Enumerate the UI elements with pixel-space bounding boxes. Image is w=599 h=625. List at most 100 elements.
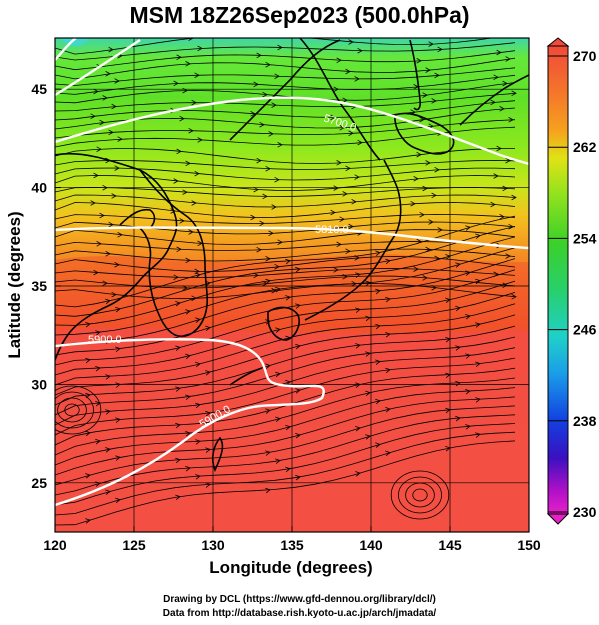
streamline-arrow — [342, 97, 348, 103]
streamline-arrow — [385, 258, 391, 265]
streamline-arrow — [277, 142, 283, 148]
colorbar: 270 262 254 246 238 230 — [546, 37, 597, 525]
streamline-arrow — [93, 172, 99, 179]
streamline — [55, 314, 516, 396]
streamline-eddy — [55, 391, 94, 429]
y-tick-label: 35 — [31, 278, 47, 294]
y-axis-label: Latitude (degrees) — [5, 211, 24, 358]
streamline-arrow — [499, 106, 505, 112]
streamline-arrow — [170, 208, 176, 214]
streamline-arrow — [465, 424, 471, 430]
streamline-arrow — [108, 221, 114, 228]
streamline — [55, 440, 516, 526]
streamline — [55, 202, 516, 218]
streamline-arrow — [336, 160, 342, 166]
contour-5900-a — [55, 338, 325, 507]
streamline-arrow — [365, 351, 371, 357]
streamline-eddy — [397, 476, 442, 514]
streamline-arrow — [345, 248, 351, 255]
streamline-arrow — [277, 44, 283, 51]
streamline-eddy — [412, 488, 428, 502]
streamline — [55, 50, 516, 71]
streamline-arrow — [105, 251, 111, 257]
streamline-arrow — [265, 363, 271, 369]
x-tick-label: 140 — [359, 537, 383, 553]
colorbar-label: 230 — [573, 504, 597, 520]
streamline-arrow — [365, 434, 371, 440]
streamline-arrow — [434, 166, 440, 173]
coast-ryukyu — [229, 367, 263, 386]
streamline-arrow — [265, 278, 271, 285]
streamline-arrow — [475, 322, 481, 328]
streamline-arrow — [354, 76, 360, 82]
streamline-arrow — [205, 410, 211, 417]
streamline-arrow — [188, 229, 194, 235]
streamline-arrow — [330, 114, 336, 121]
streamline — [55, 423, 516, 506]
streamline-arrow — [375, 288, 381, 295]
streamline-arrow — [336, 241, 342, 248]
streamline-arrow — [465, 225, 471, 231]
streamline — [55, 236, 516, 326]
streamline-arrow — [195, 317, 201, 323]
streamline-arrow — [105, 447, 111, 453]
streamline-eddy — [57, 397, 87, 423]
streamline-arrow — [425, 67, 431, 73]
streamline-arrow — [195, 402, 201, 409]
x-tick-label: 135 — [280, 537, 304, 553]
streamline-arrow — [295, 343, 301, 350]
streamline — [55, 42, 516, 61]
streamline-arrow — [205, 370, 211, 376]
streamline-arrow — [253, 81, 259, 88]
streamline-arrow — [410, 200, 416, 207]
streamline-arrow — [265, 408, 271, 414]
streamline-arrow — [505, 157, 511, 164]
streamline-arrow — [173, 80, 179, 87]
streamline-arrow — [336, 57, 342, 64]
streamline — [55, 347, 516, 426]
streamline-arrow — [111, 103, 117, 110]
streamline-arrow — [175, 345, 181, 351]
streamline-arrow — [275, 371, 281, 378]
x-tick-label: 120 — [43, 537, 67, 553]
streamline-arrow — [422, 92, 428, 98]
streamline-arrow — [268, 131, 274, 137]
streamline-arrow — [182, 285, 188, 291]
streamline-arrow — [419, 116, 425, 123]
streamline — [55, 396, 516, 476]
contour-5700-north — [55, 39, 141, 97]
streamline-arrow — [375, 323, 381, 330]
streamline-arrow — [416, 58, 422, 64]
streamline-arrow — [295, 303, 301, 309]
colorbar-label: 262 — [573, 139, 597, 155]
coast-manchuria — [229, 38, 381, 161]
streamline — [55, 119, 516, 139]
streamline — [55, 93, 516, 112]
streamline — [55, 160, 516, 170]
streamline-arrow — [105, 298, 111, 305]
streamline-arrow — [431, 192, 437, 199]
streamline-arrow — [185, 431, 191, 437]
streamline-arrow — [502, 185, 508, 192]
streamline-arrow — [354, 174, 360, 180]
streamline-arrow — [90, 113, 96, 119]
streamline-arrow — [115, 346, 121, 353]
streamline-arrow — [105, 71, 111, 77]
y-tick-label: 30 — [31, 376, 47, 392]
y-tick-label: 25 — [31, 475, 47, 491]
streamline-arrow — [176, 148, 182, 155]
streamline-arrow — [105, 489, 111, 495]
streamline-arrow — [176, 246, 182, 253]
streamline-arrow — [271, 288, 277, 294]
streamline-arrow — [365, 315, 371, 322]
streamline-arrow — [285, 295, 291, 301]
coast-kurils — [459, 74, 529, 126]
streamline — [55, 377, 516, 456]
contour-5700-nw — [55, 38, 77, 61]
streamline-arrow — [197, 45, 203, 52]
coast-bohai — [119, 208, 156, 229]
colorbar-label: 246 — [573, 322, 597, 338]
streamline — [55, 387, 516, 466]
streamline-arrow — [102, 95, 108, 101]
streamline-arrow — [197, 240, 203, 247]
